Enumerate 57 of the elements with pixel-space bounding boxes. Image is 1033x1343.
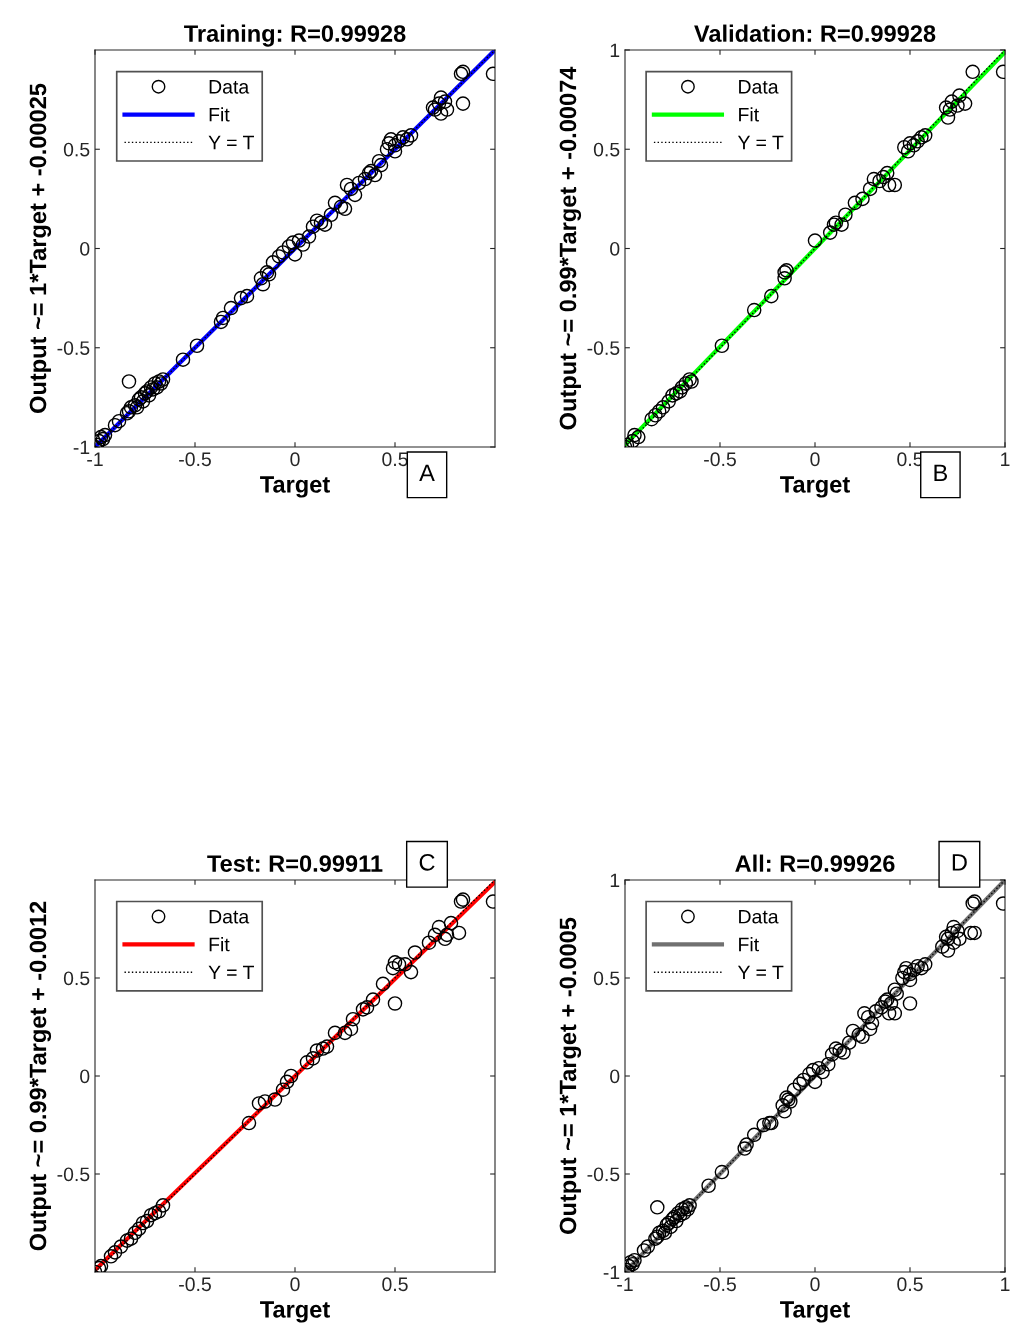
y-tick-label: 0.5 [593,142,620,157]
x-tick-label: -0.5 [179,1277,211,1292]
y-tick-label: 1 [610,873,620,888]
y-tick-label: -0.5 [587,341,620,355]
x-axis-title: Target [780,476,850,498]
x-tick-label: 0 [810,1277,820,1292]
legend-label: Y = T [208,965,254,980]
y-axis-title: Output ~= 0.99*Target + -0.0012 [29,901,52,1251]
y-tick-label: 0.5 [63,971,90,986]
x-tick-label: 0.5 [382,1277,408,1292]
y-tick-label: 0 [80,1069,90,1084]
y-axis-title: Output ~= 1*Target + -0.00025 [29,83,52,413]
x-tick-label: -0.5 [704,452,736,467]
y-tick-label: 1 [610,43,620,58]
legend-label: Fit [209,107,230,122]
y-axis-title: Output ~= 1*Target + -0.0005 [559,917,582,1234]
legend-label: Y = T [737,135,784,150]
legend-label: Fit [209,937,230,952]
x-tick-label: 0.5 [382,452,408,467]
y-tick-label: 0.5 [63,142,90,157]
y-tick-label: 0 [610,241,620,256]
chart-title: Validation: R=0.99928 [694,24,936,42]
legend-label: Data [739,909,779,924]
text: B [934,464,948,481]
text: A [419,464,435,481]
legend-label: Y = T [737,965,784,980]
chart-title: Training: R=0.99928 [184,24,406,47]
chart-title: All: R=0.99926 [735,854,895,872]
x-tick-label: 0 [810,452,820,467]
x-tick-label: -0.5 [179,452,211,467]
text: D [952,854,967,871]
chart-title: Test: R=0.99911 [207,855,383,872]
x-tick-label: 0 [290,1277,300,1292]
y-tick-label: 0 [610,1069,620,1084]
x-axis-title: Target [780,1301,850,1323]
x-tick-label: -0.5 [704,1277,736,1292]
x-tick-label: 1 [1001,1277,1010,1291]
y-tick-label: 0 [80,241,90,256]
legend-label: Fit [739,107,759,122]
x-tick-label: 1 [1001,452,1010,466]
legend-label: Data [209,80,250,94]
y-axis-title: Output ~= 0.99*Target + -0.00074 [559,66,582,430]
legend-label: Y = T [208,135,254,150]
x-tick-label: 0 [290,452,300,467]
legend-label: Fit [739,937,759,952]
y-tick-label: -0.5 [57,1167,90,1182]
legend-label: Data [209,909,250,924]
y-tick-label: -0.5 [587,1167,620,1182]
legend-label: Data [739,80,779,94]
y-tick-label: -1 [73,440,90,455]
x-tick-label: 0.5 [897,1277,923,1292]
x-axis-title: Target [260,476,330,498]
y-tick-label: -1 [603,1265,620,1280]
y-tick-label: 0.5 [593,971,620,986]
y-tick-label: -0.5 [57,341,90,355]
x-axis-title: Target [260,1301,330,1323]
text: C [419,853,435,871]
